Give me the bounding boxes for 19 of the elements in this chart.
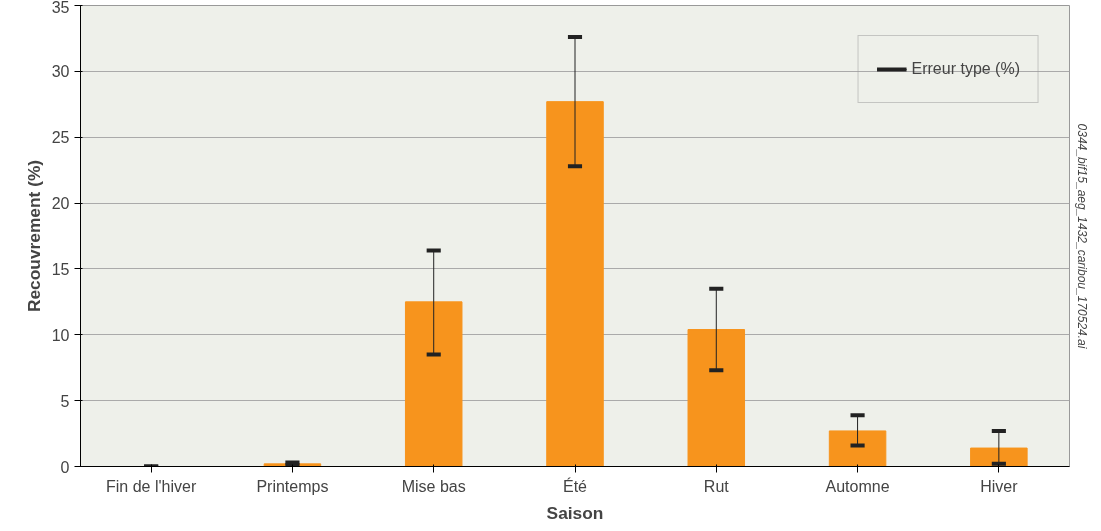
x-tick-label: Mise bas [401, 477, 466, 495]
y-tick-label: 30 [51, 63, 70, 81]
y-tick-label: 10 [51, 326, 70, 344]
y-tick-label: 0 [60, 458, 70, 476]
y-axis-title: Recouvrement (%) [23, 159, 44, 313]
y-tick-label: 5 [60, 392, 70, 410]
y-tick-label: 15 [51, 260, 70, 278]
y-tick-label: 20 [51, 195, 70, 213]
text: 0344_bif15_aeg_1432_caribou_170524.ai [1074, 123, 1089, 349]
y-tick-label: 35 [51, 0, 70, 16]
y-tick-label: 25 [51, 129, 70, 147]
x-tick-label: Hiver [980, 477, 1019, 495]
x-tick-label: Été [562, 476, 588, 495]
x-axis-title: Saison [546, 502, 604, 523]
x-tick-label: Rut [703, 477, 730, 495]
annotation: Erreur type (%) [911, 60, 1020, 78]
x-tick-label: Automne [825, 477, 890, 495]
x-tick-label: Printemps [256, 477, 329, 495]
x-tick-label: Fin de l'hiver [106, 477, 197, 495]
